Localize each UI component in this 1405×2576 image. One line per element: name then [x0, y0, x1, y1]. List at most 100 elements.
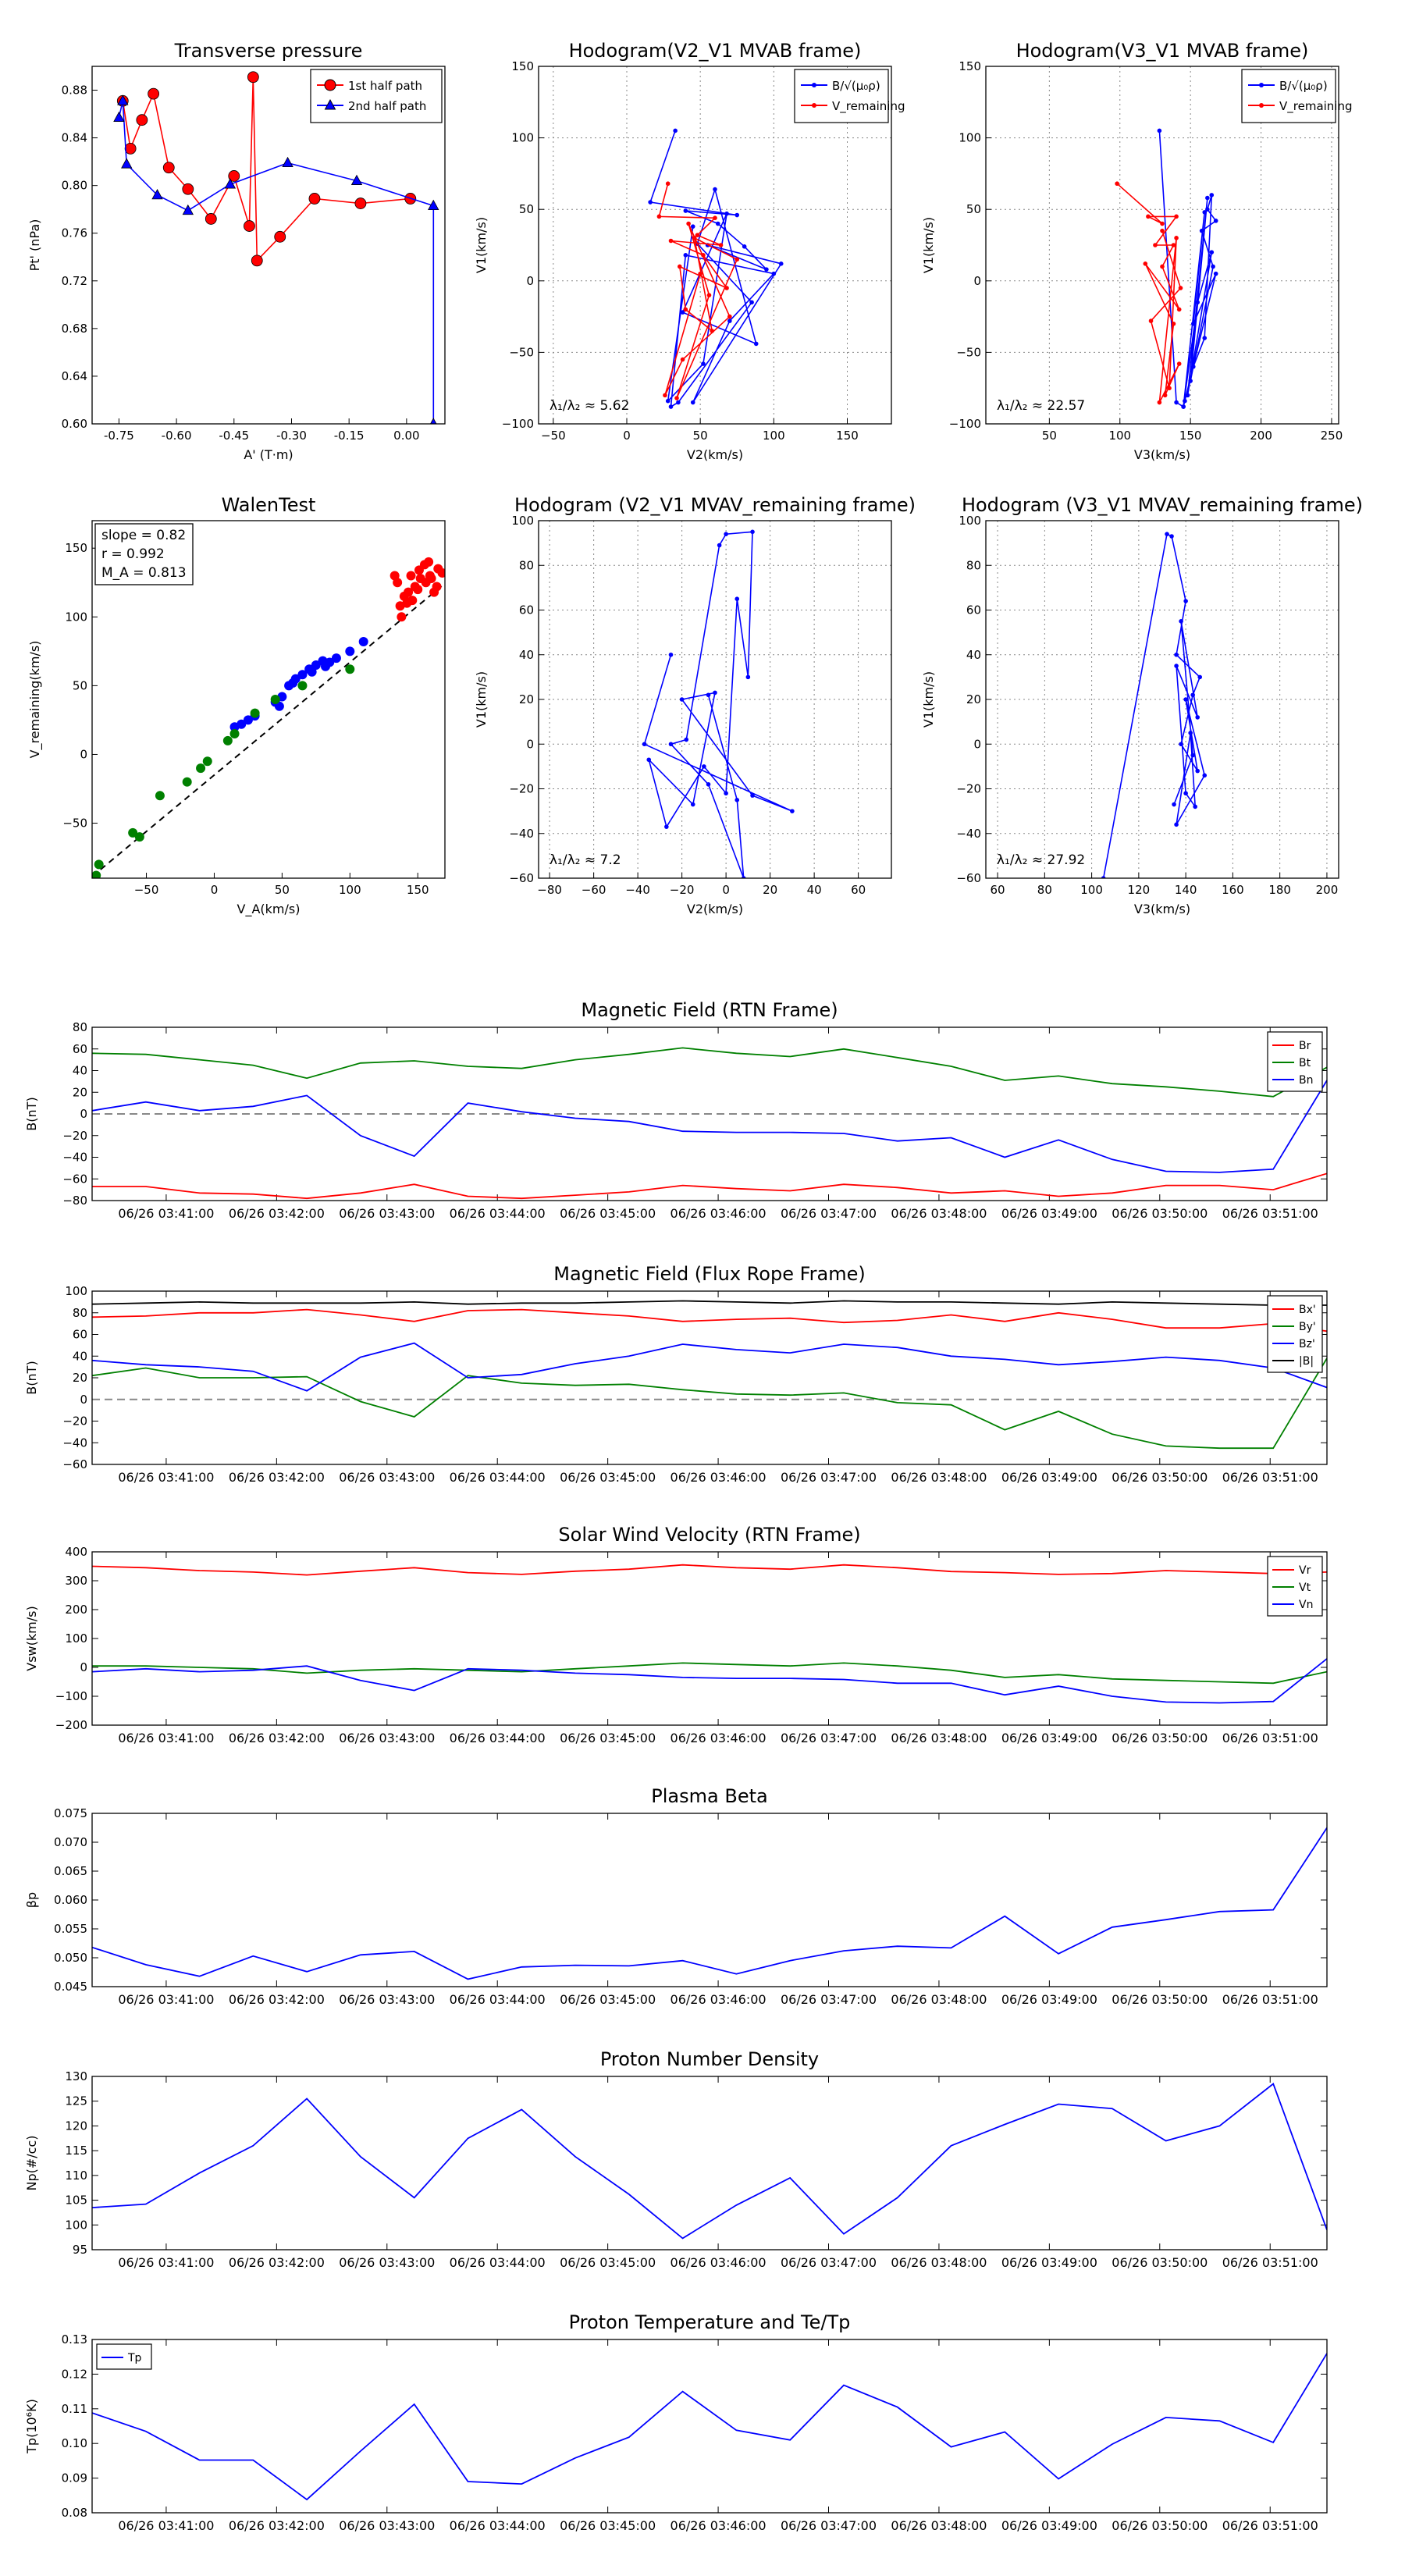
data-point	[1169, 534, 1174, 539]
y-tick-label: 40	[73, 1064, 87, 1078]
x-tick-label: 0	[623, 429, 631, 443]
data-point	[1188, 379, 1193, 383]
data-point	[1197, 674, 1203, 680]
data-point	[228, 170, 240, 182]
data-point	[1174, 822, 1179, 827]
y-tick-label: 0	[973, 737, 981, 751]
x-tick-label: 06/26 03:45:00	[560, 1470, 656, 1485]
y-tick-label: 80	[966, 558, 981, 572]
x-tick-label: 06/26 03:41:00	[118, 2518, 214, 2533]
x-tick-label: 06/26 03:43:00	[339, 1470, 435, 1485]
plot-frame	[91, 1290, 1328, 1465]
chart-title: Magnetic Field (Flux Rope Frame)	[553, 1263, 865, 1285]
legend-label: 1st half path	[348, 79, 422, 93]
data-point	[1213, 271, 1218, 276]
data-point	[724, 211, 729, 216]
chart-9: 0.045 0.050 0.055 0.060 0.065 0.070 0.075 06/26…	[24, 1785, 1328, 2007]
x-tick-label: 06/26 03:46:00	[670, 1206, 767, 1221]
x-tick-label: 06/26 03:41:00	[118, 1731, 214, 1745]
y-tick-label: 100	[65, 2218, 87, 2232]
x-tick-label: 06/26 03:51:00	[1222, 1470, 1318, 1485]
x-tick-label: 06/26 03:47:00	[781, 2255, 877, 2270]
series-line-V_remaining	[1116, 183, 1182, 403]
data-point	[1209, 250, 1215, 254]
y-tick-label: 0	[80, 747, 87, 761]
data-point	[1157, 400, 1162, 405]
data-point	[237, 719, 247, 729]
data-point	[668, 742, 674, 747]
data-point	[1174, 652, 1179, 657]
y-tick-label: 60	[73, 1042, 87, 1056]
data-point	[331, 653, 341, 664]
y-axis-label: βp	[24, 1892, 39, 1908]
legend-label: Vr	[1299, 1564, 1311, 1577]
y-axis-label: V1(km/s)	[474, 217, 489, 273]
data-point	[128, 827, 138, 838]
data-point	[680, 357, 685, 362]
series-line-Tp	[92, 2353, 1327, 2501]
legend-marker	[324, 98, 336, 110]
data-point	[715, 221, 720, 226]
data-point	[656, 214, 662, 219]
y-tick-label: −40	[509, 827, 534, 841]
chart-7: −60 −40 −20 0 20 40 60 80 100 06/26 03:41:00 06/26…	[24, 1263, 1328, 1485]
annotation-box	[94, 523, 194, 585]
y-axis-label: V_remaining(km/s)	[27, 641, 43, 759]
plot-area	[92, 1047, 1327, 1200]
y-tick-label: −50	[62, 817, 87, 831]
legend-marker	[812, 103, 816, 108]
x-tick-label: 100	[339, 883, 361, 897]
data-point	[674, 396, 679, 400]
data-point	[790, 809, 795, 813]
data-point	[692, 236, 697, 240]
series-line-Vn	[92, 1658, 1327, 1704]
x-tick-label: 0	[211, 883, 219, 897]
data-point	[1190, 753, 1195, 758]
x-tick-label: 06/26 03:48:00	[891, 1731, 987, 1745]
x-tick-label: 06/26 03:43:00	[339, 1206, 435, 1221]
y-tick-label: 50	[966, 202, 981, 216]
data-point	[1205, 195, 1210, 201]
ratio-annotation: λ₁/λ₂ ≈ 5.62	[550, 398, 629, 414]
data-point	[1160, 228, 1165, 233]
y-tick-label: 80	[73, 1306, 87, 1320]
data-point	[321, 661, 331, 671]
x-tick-label: 06/26 03:44:00	[450, 2518, 546, 2533]
data-point	[724, 532, 728, 536]
data-point	[134, 832, 144, 842]
x-tick-label: 06/26 03:45:00	[560, 1206, 656, 1221]
data-point	[94, 859, 104, 870]
y-tick-label: 110	[65, 2169, 87, 2183]
data-point	[421, 578, 431, 588]
x-tick-label: 06/26 03:44:00	[450, 1731, 546, 1745]
data-point	[710, 329, 715, 333]
x-tick-label: −20	[670, 883, 695, 897]
x-tick-label: 06/26 03:43:00	[339, 1731, 435, 1745]
x-axis-label: V2(km/s)	[687, 447, 743, 462]
x-tick-label: −50	[134, 883, 159, 897]
chart-title: Transverse pressure	[174, 40, 363, 62]
legend-box	[1241, 69, 1336, 123]
x-tick-label: 06/26 03:47:00	[781, 1731, 877, 1745]
y-tick-label: 0.64	[62, 369, 87, 383]
y-tick-label: 0.075	[54, 1806, 87, 1820]
y-tick-label: 0.08	[62, 2506, 87, 2520]
data-point	[701, 253, 706, 258]
chart-title: Plasma Beta	[651, 1785, 767, 1807]
data-point	[702, 764, 706, 769]
y-tick-label: −60	[509, 871, 534, 885]
annotation-line: M_A = 0.813	[101, 565, 187, 581]
chart-1: −50 0 50 100 150 −100 −50 0 50 100 150 Hodogram(V2_…	[474, 40, 905, 462]
x-tick-label: 06/26 03:45:00	[560, 1731, 656, 1745]
y-tick-label: 0.88	[62, 84, 87, 98]
y-tick-label: −100	[502, 417, 534, 431]
series-line-Bn	[92, 1080, 1327, 1173]
data-point	[665, 398, 670, 404]
data-point	[432, 582, 442, 592]
data-point	[680, 310, 685, 315]
data-point	[1160, 264, 1165, 269]
data-point	[771, 271, 777, 276]
y-tick-label: 50	[519, 202, 534, 216]
data-point	[243, 715, 253, 725]
y-tick-label: 100	[511, 514, 534, 528]
